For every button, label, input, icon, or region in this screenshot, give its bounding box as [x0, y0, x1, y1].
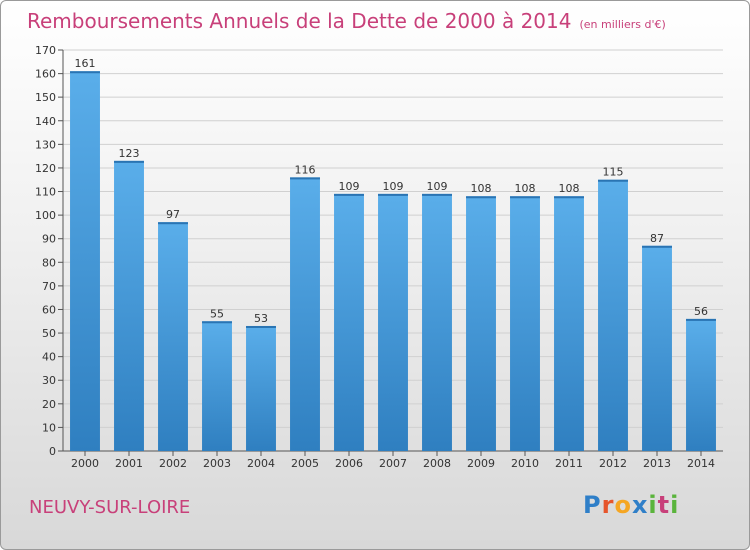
x-tick-label: 2005: [291, 457, 319, 470]
x-tick-label: 2012: [599, 457, 627, 470]
logo-letter: o: [614, 491, 632, 519]
y-tick-label: 100: [35, 209, 56, 222]
bar-top-edge: [70, 71, 100, 74]
x-tick-label: 2007: [379, 457, 407, 470]
y-tick-label: 150: [35, 91, 56, 104]
bar: [202, 321, 232, 451]
y-tick-label: 60: [42, 303, 56, 316]
y-tick-label: 130: [35, 138, 56, 151]
bar-top-edge: [642, 245, 672, 248]
bar-top-edge: [158, 222, 188, 225]
logo-letter: i: [648, 491, 658, 519]
y-tick-label: 90: [42, 233, 56, 246]
bar-value-label: 97: [166, 208, 180, 221]
y-tick-label: 20: [42, 398, 56, 411]
bar-top-edge: [246, 325, 276, 328]
x-tick-label: 2006: [335, 457, 363, 470]
bar-value-label: 108: [515, 182, 536, 195]
y-tick-label: 0: [49, 445, 56, 458]
bar: [510, 196, 540, 451]
bar-value-label: 53: [254, 312, 268, 325]
bar-value-label: 56: [694, 305, 708, 318]
x-tick-label: 2001: [115, 457, 143, 470]
x-tick-label: 2014: [687, 457, 715, 470]
bar-value-label: 109: [383, 180, 404, 193]
bar: [334, 193, 364, 451]
label-layer: 161 123 97 55 53 116 109 109 109 108 108 108 115 87 56: [75, 57, 709, 325]
bar-value-label: 123: [119, 147, 140, 160]
bar-top-edge: [422, 193, 452, 196]
x-tick-label: 2008: [423, 457, 451, 470]
bar-top-edge: [598, 179, 628, 182]
y-tick-label: 170: [35, 44, 56, 57]
bar: [466, 196, 496, 451]
bar-value-label: 109: [339, 180, 360, 193]
bar: [70, 71, 100, 452]
logo-letter: i: [670, 491, 680, 519]
y-tick-label: 160: [35, 68, 56, 81]
x-tick-label: 2002: [159, 457, 187, 470]
bar-top-edge: [686, 318, 716, 321]
logo-letter: r: [601, 491, 615, 519]
bar-value-label: 161: [75, 57, 96, 70]
bar-top-edge: [290, 177, 320, 180]
axis-layer: 0 10 20 30 40 50 60 70 80 90 100 110 120 130 140 150 160…: [35, 44, 723, 470]
bar: [598, 179, 628, 451]
y-tick-label: 50: [42, 327, 56, 340]
bar: [554, 196, 584, 451]
bar: [114, 160, 144, 452]
y-tick-label: 140: [35, 115, 56, 128]
bar-top-edge: [202, 321, 232, 324]
bar: [422, 193, 452, 451]
bar-top-edge: [114, 160, 144, 163]
y-tick-label: 40: [42, 351, 56, 364]
bar-top-edge: [554, 196, 584, 199]
title-unit: (en milliers d'€): [579, 18, 666, 31]
y-tick-label: 70: [42, 280, 56, 293]
bar-value-label: 115: [603, 166, 624, 179]
x-tick-label: 2009: [467, 457, 495, 470]
x-tick-label: 2003: [203, 457, 231, 470]
bar-value-label: 108: [559, 182, 580, 195]
bar-layer: [70, 71, 716, 452]
bar: [642, 245, 672, 451]
chart-title: Remboursements Annuels de la Dette de 20…: [27, 9, 666, 33]
bar: [686, 318, 716, 451]
bar-value-label: 55: [210, 307, 224, 320]
bar: [246, 325, 276, 451]
x-tick-label: 2000: [71, 457, 99, 470]
x-tick-label: 2010: [511, 457, 539, 470]
logo-letter: t: [657, 491, 671, 519]
bar-value-label: 109: [427, 180, 448, 193]
y-tick-label: 10: [42, 421, 56, 434]
bar-top-edge: [510, 196, 540, 199]
bar: [290, 177, 320, 451]
proxiti-logo: Proxiti: [583, 491, 679, 519]
bar-value-label: 108: [471, 182, 492, 195]
commune-name: NEUVY-SUR-LOIRE: [29, 497, 191, 518]
logo-letter: P: [583, 491, 602, 519]
bar: [158, 222, 188, 451]
bar-top-edge: [466, 196, 496, 199]
y-tick-label: 120: [35, 162, 56, 175]
y-tick-label: 30: [42, 374, 56, 387]
title-text: Remboursements Annuels de la Dette de 20…: [27, 9, 572, 33]
bar: [378, 193, 408, 451]
x-tick-label: 2004: [247, 457, 275, 470]
bar-top-edge: [378, 193, 408, 196]
y-tick-label: 80: [42, 256, 56, 269]
bar-value-label: 116: [295, 163, 316, 176]
y-tick-label: 110: [35, 186, 56, 199]
bar-value-label: 87: [650, 232, 664, 245]
bar-top-edge: [334, 193, 364, 196]
x-tick-label: 2011: [555, 457, 583, 470]
x-tick-label: 2013: [643, 457, 671, 470]
logo-letter: x: [631, 491, 649, 519]
